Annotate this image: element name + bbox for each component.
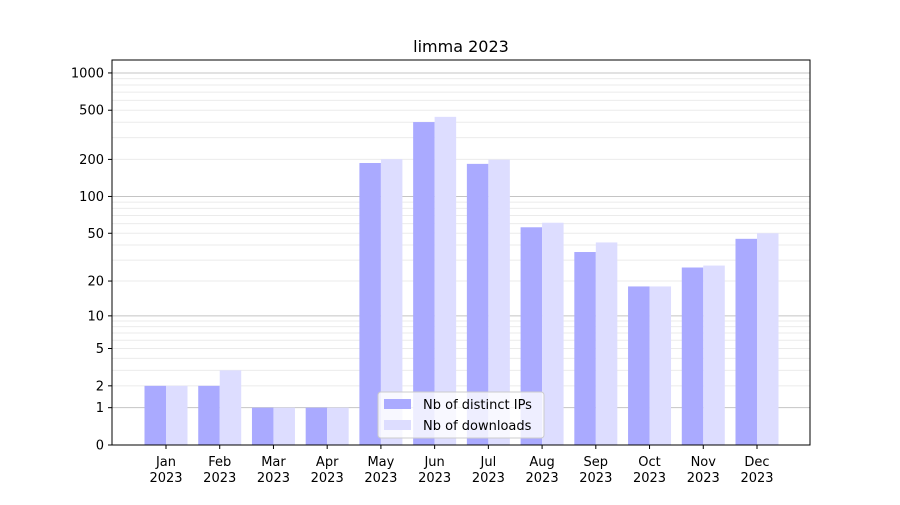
bar-ips — [628, 286, 650, 445]
y-tick-label: 5 — [96, 342, 104, 357]
legend-label-downloads: Nb of downloads — [423, 419, 532, 434]
bar-downloads — [434, 116, 457, 445]
x-tick-label: 2023 — [526, 471, 559, 486]
x-tick-label: May — [367, 455, 394, 470]
bar-ips — [520, 227, 543, 445]
x-tick-label: 2023 — [687, 471, 720, 486]
x-tick-label: 2023 — [149, 471, 182, 486]
x-tick-label: 2023 — [311, 471, 344, 486]
bar-downloads — [703, 265, 725, 445]
legend-label-ips: Nb of distinct IPs — [423, 398, 532, 413]
y-tick-label: 100 — [79, 190, 104, 205]
x-tick-label: 2023 — [472, 471, 505, 486]
legend-box — [377, 391, 545, 439]
bar-ips — [413, 122, 435, 446]
bar-downloads — [273, 407, 295, 445]
x-tick-label: Nov — [691, 455, 717, 470]
x-tick-label: Oct — [638, 455, 660, 470]
bar-downloads — [219, 370, 242, 445]
bar-ips — [251, 407, 274, 445]
bar-ips — [466, 163, 489, 445]
x-tick-label: Aug — [529, 455, 554, 470]
bar-downloads — [327, 407, 349, 445]
plot-frame — [111, 59, 811, 446]
bar-ips — [305, 407, 328, 445]
x-tick-label: Jan — [155, 455, 176, 470]
x-tick-label: 2023 — [740, 471, 773, 486]
bar-downloads — [542, 222, 564, 445]
y-tick-label: 1 — [96, 401, 104, 416]
x-tick-label: Mar — [261, 455, 286, 470]
x-tick-label: 2023 — [633, 471, 666, 486]
bar-ips — [681, 267, 704, 445]
chart-title: limma 2023 — [413, 37, 509, 56]
bar-ips — [359, 163, 381, 445]
bar-ips — [198, 385, 220, 445]
bars — [144, 116, 779, 446]
bar-ips — [574, 252, 596, 445]
y-tick-label: 20 — [87, 275, 104, 290]
x-tick-label: Apr — [316, 455, 339, 470]
bar-ips — [144, 385, 166, 445]
bar-downloads — [649, 286, 672, 445]
x-tick-label: Sep — [584, 455, 609, 470]
x-axis: Jan2023Feb2023Mar2023Apr2023May2023Jun20… — [149, 445, 774, 486]
y-tick-label: 50 — [87, 227, 104, 242]
x-tick-label: Feb — [208, 455, 231, 470]
x-tick-label: 2023 — [364, 471, 397, 486]
x-tick-label: 2023 — [203, 471, 236, 486]
bar-downloads — [380, 159, 403, 446]
y-axis: 0 1 2 5 10 20 50 100 200 500 1000 — [71, 66, 112, 454]
x-tick-label: 2023 — [579, 471, 612, 486]
legend: Nb of distinct IPs Nb of downloads — [377, 391, 545, 439]
y-tick-label: 10 — [87, 309, 104, 324]
y-tick-label: 500 — [79, 104, 104, 119]
y-tick-label: 200 — [79, 153, 104, 168]
x-tick-label: 2023 — [418, 471, 451, 486]
bar-ips — [735, 238, 757, 445]
y-tick-label: 0 — [96, 439, 104, 454]
bar-downloads — [757, 233, 779, 445]
y-tick-label: 1000 — [71, 66, 104, 81]
bar-downloads — [488, 159, 510, 445]
x-tick-label: 2023 — [257, 471, 290, 486]
x-tick-label: Jul — [480, 455, 497, 470]
x-tick-label: Jun — [423, 455, 444, 470]
bar-downloads — [595, 242, 618, 445]
bar-downloads — [166, 385, 188, 445]
legend-swatch-downloads — [384, 420, 411, 430]
x-tick-label: Dec — [744, 455, 769, 470]
y-tick-label: 2 — [96, 379, 104, 394]
legend-swatch-ips — [384, 399, 411, 409]
